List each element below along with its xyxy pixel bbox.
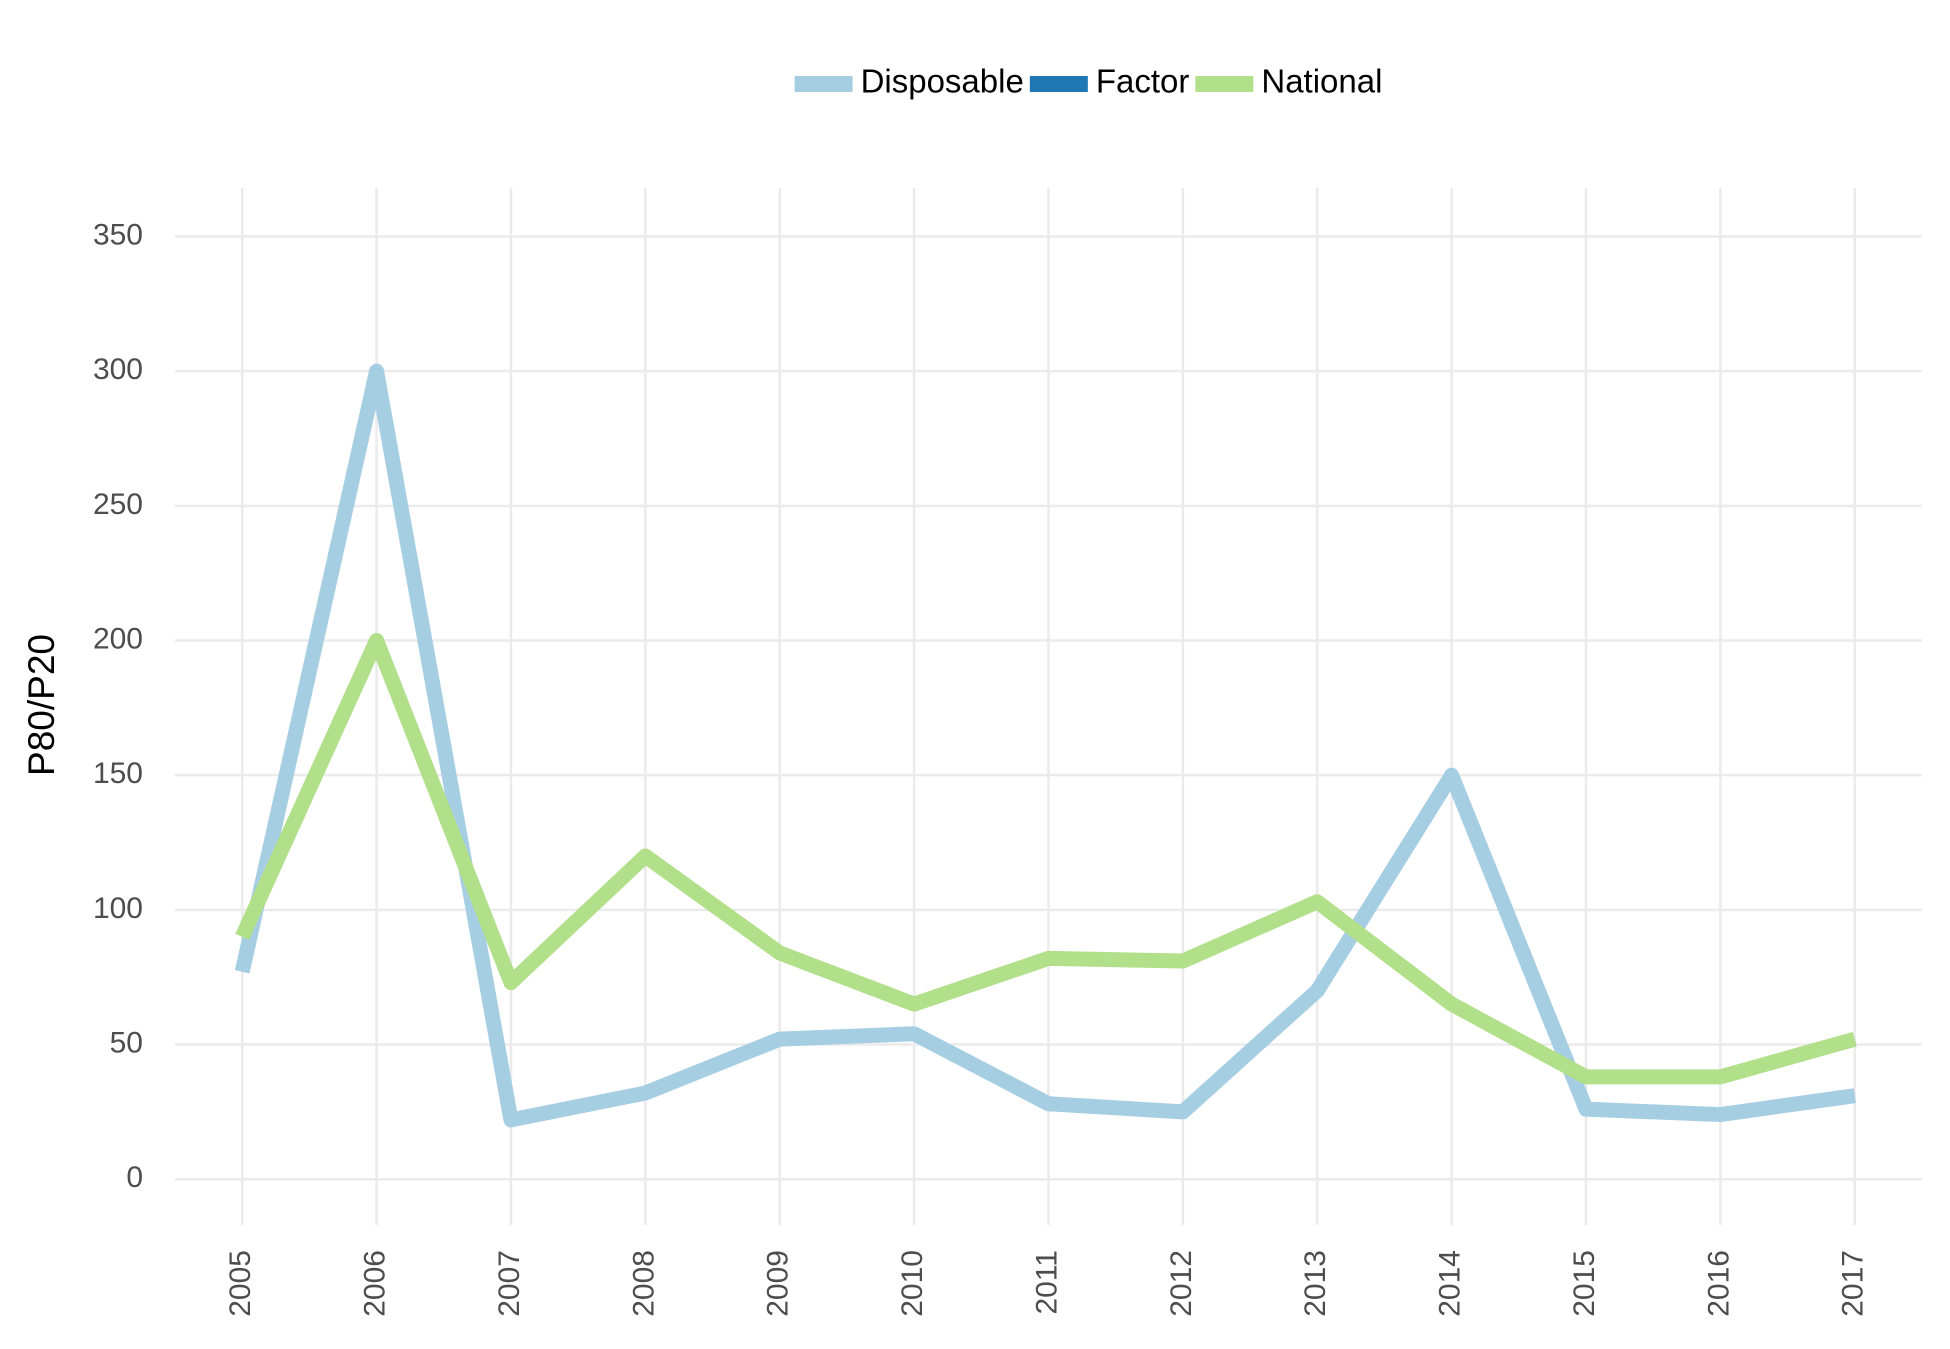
x-tick-label: 2012 (1165, 1250, 1198, 1317)
x-tick-label: 2011 (1030, 1250, 1063, 1315)
data-line (234, 363, 1856, 1128)
y-tick-label: 100 (93, 892, 143, 925)
legend-label: Disposable (861, 63, 1024, 100)
x-tick-label: 2009 (762, 1250, 795, 1317)
x-tick-label: 2016 (1702, 1250, 1735, 1317)
x-tick-label: 2008 (627, 1250, 660, 1317)
x-tick-label: 2007 (493, 1250, 526, 1317)
grid (175, 188, 1922, 1225)
legend-swatch (1195, 76, 1254, 92)
y-tick-label: 300 (93, 353, 143, 386)
x-tick-label: 2010 (896, 1250, 929, 1317)
x-tick-label: 2015 (1568, 1250, 1601, 1317)
y-tick-label: 0 (126, 1161, 143, 1194)
y-tick-label: 150 (93, 757, 143, 790)
y-tick-label: 200 (93, 622, 143, 655)
data-line (235, 633, 1857, 1085)
x-tick-label: 2005 (224, 1250, 257, 1317)
y-axis-title: P80/P20 (21, 634, 62, 776)
x-tick-label: 2017 (1837, 1250, 1870, 1317)
legend-swatch (794, 76, 853, 92)
y-tick-label: 50 (110, 1026, 143, 1059)
legend-swatch (1029, 76, 1088, 92)
y-tick-label: 250 (93, 488, 143, 521)
lines (234, 363, 1857, 1128)
legend-label: National (1261, 63, 1382, 100)
legend: Disposable Factor National (794, 63, 1382, 100)
x-tick-label: 2014 (1434, 1250, 1467, 1317)
legend-label: Factor (1096, 63, 1190, 100)
y-tick-label: 350 (93, 218, 143, 251)
x-tick-label: 2006 (358, 1250, 391, 1317)
x-tick-label: 2013 (1299, 1250, 1332, 1317)
